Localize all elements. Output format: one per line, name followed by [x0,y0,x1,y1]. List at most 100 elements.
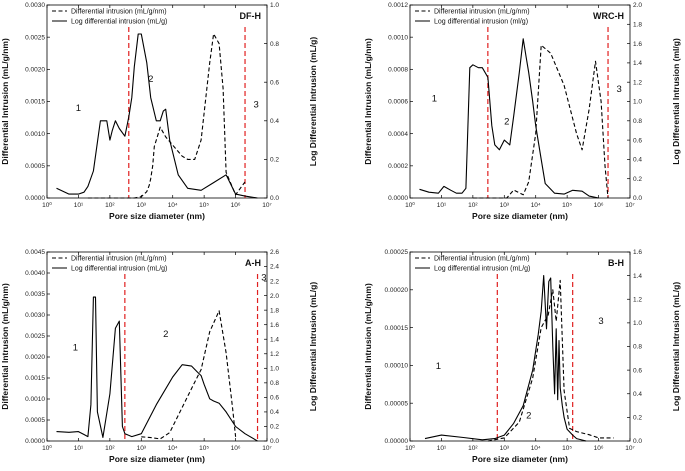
y2-axis-title: Log Differential Intrusion (ml/g) [671,38,681,165]
region-label: 1 [436,361,441,372]
x-tick-label: 10⁶ [594,202,604,209]
chart-panel-b-h: 10⁰ 10¹ 10² 10³ 10⁴ 10⁵ 10⁶ 10⁷ 0.00000 0.00005 0.… [363,249,681,464]
region-label: 1 [432,94,437,105]
plot-frame [46,4,268,199]
y-axis-title: Differential Intrusion (mL/g/nm) [0,283,10,410]
y-tick-label: 0.0030 [25,312,45,319]
y-tick-label: 0.0010 [388,34,408,41]
x-tick-label: 10⁶ [231,202,241,209]
x-tick-label: 10¹ [74,445,84,452]
y2-tick-label: 1.4 [633,273,642,280]
chart-panel-df-h: 10⁰ 10¹ 10² 10³ 10⁴ 10⁵ 10⁶ 10⁷0.00000.00050.00… [0,2,318,221]
y-tick-label: 0.0010 [25,396,45,403]
y2-tick-label: 0.4 [270,118,279,125]
x-tick-label: 10² [105,202,115,209]
y-tick-label: 0.0015 [25,99,45,106]
region-label: 3 [616,84,621,95]
x-tick-label: 10¹ [74,202,84,209]
y2-tick-label: 1.0 [633,99,642,106]
y2-tick-label: 0.2 [633,176,642,183]
y2-tick-label: 0.4 [270,409,279,416]
chart-title: A-H [245,258,261,268]
legend-label: Log differential intrusion (mL/g) [434,266,530,273]
chart-title: WRC-H [593,11,624,21]
x-tick-label: 10³ [137,202,147,209]
plot-frame [409,4,631,199]
y2-tick-label: 2.2 [270,278,279,285]
y-axis-title: Differential Intrusion (mL/g/nm) [363,283,373,410]
y2-tick-label: 0.8 [633,118,642,125]
y-tick-label: 0.0005 [25,163,45,170]
x-tick-label: 10⁰ [42,201,52,209]
x-tick-label: 10³ [500,202,510,209]
y-tick-label: 0.0025 [25,34,45,41]
y-tick-label: 0.0000 [25,195,45,202]
y-tick-label: 0.0020 [25,354,45,361]
y2-tick-label: 1.0 [270,366,279,373]
x-tick-label: 10⁶ [231,445,241,452]
region-label: 2 [526,410,531,421]
region-label: 1 [76,103,81,114]
x-tick-label: 10⁵ [199,202,209,209]
y2-axis-title: Log Differential Intrusion (mL/g) [308,282,318,412]
y2-tick-label: 1.8 [633,22,642,29]
region-label: 1 [73,342,78,353]
x-tick-label: 10⁵ [562,445,572,452]
y2-tick-label: 1.0 [270,2,279,9]
y2-tick-label: 0.2 [270,424,279,431]
x-tick-label: 10³ [500,445,510,452]
chart-title: B-H [608,258,624,268]
x-tick-label: 10⁵ [199,445,209,452]
y-tick-label: 0.0045 [25,249,45,256]
legend-label: Log differential intrusion (mL/g) [71,19,167,26]
x-tick-label: 10² [468,445,478,452]
x-axis-title: Pore size diameter (nm) [109,454,205,464]
x-tick-label: 10² [105,445,115,452]
differential-intrusion-line [87,33,246,199]
y-tick-label: 0.0000 [25,438,45,445]
x-axis-title: Pore size diameter (nm) [472,454,568,464]
differential-intrusion-line [141,310,237,440]
x-tick-label: 10⁴ [168,202,178,209]
x-tick-label: 10¹ [437,445,447,452]
x-tick-label: 10⁰ [405,201,415,209]
legend-label: Differential intrusion (mL/g/nm) [434,256,530,263]
y2-tick-label: 1.2 [633,79,642,86]
x-axis-title: Pore size diameter (nm) [109,211,205,221]
y-tick-label: 0.00015 [385,325,409,332]
y2-tick-label: 0.8 [633,344,642,351]
log-differential-intrusion-line [419,38,599,199]
x-tick-label: 10⁵ [562,202,572,209]
region-label: 2 [148,74,153,85]
y2-tick-label: 0.0 [270,438,279,445]
y-tick-label: 0.00010 [385,363,409,370]
differential-intrusion-line [487,279,614,442]
y2-tick-label: 1.8 [270,307,279,314]
y2-tick-label: 2.0 [270,293,279,300]
y-tick-label: 0.0002 [388,163,408,170]
y2-tick-label: 0.6 [633,367,642,374]
log-differential-intrusion-line [56,296,258,442]
x-tick-label: 10⁴ [531,445,541,452]
y2-tick-label: 1.6 [270,322,279,329]
y2-tick-label: 0.2 [633,415,642,422]
y2-tick-label: 0.4 [633,391,642,398]
y2-tick-label: 0.0 [270,195,279,202]
y2-tick-label: 2.0 [633,2,642,9]
y-tick-label: 0.0030 [25,2,45,9]
chart-panel-wrc-h: 10⁰ 10¹ 10² 10³ 10⁴ 10⁵ 10⁶ 10⁷0.00000.00020.00… [363,2,681,221]
legend-label: Differential intrusion (mL/g/nm) [71,256,167,263]
y2-tick-label: 0.2 [270,157,279,164]
y-tick-label: 0.0020 [25,67,45,74]
y-tick-label: 0.0000 [388,195,408,202]
y-tick-label: 0.0005 [25,417,45,424]
y2-axis-title: Log Differential Intrusion (mL/g) [308,37,318,167]
y2-tick-label: 0.8 [270,41,279,48]
y-tick-label: 0.00025 [385,249,409,256]
y-tick-label: 0.0040 [25,270,45,277]
y2-tick-label: 2.4 [270,264,279,271]
y2-axis-title: Log Differential Intrusion (mL/g) [671,282,681,412]
x-tick-label: 10⁷ [625,202,635,209]
y-tick-label: 0.0015 [25,375,45,382]
